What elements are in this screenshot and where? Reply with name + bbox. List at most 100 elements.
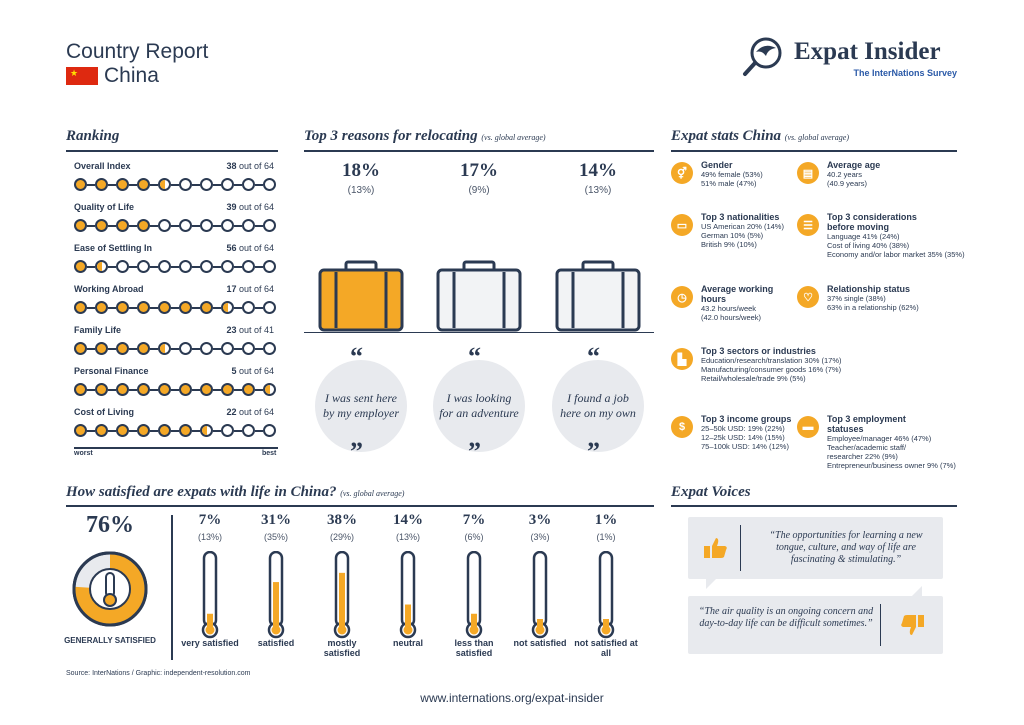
ranking-bead [200,301,213,314]
bead-link [108,265,116,268]
reason-quote-bubble: I was sent here by my employer [315,360,407,452]
stat-title: Average age [827,160,881,170]
stats-rule [671,150,957,152]
cake-icon: ▤ [797,162,819,184]
bead-link [87,388,95,391]
bead-link [150,306,158,309]
stat-title: Average working hours [701,284,774,304]
thermometer-fill [405,604,411,629]
satisfaction-title-text: How satisfied are expats with life in Ch… [66,484,337,500]
thermometer-global-pct: (13%) [395,532,420,542]
bead-link [213,306,221,309]
ranking-bead [263,219,276,232]
stat-line: Entrepreneur/business owner 9% (7%) [827,461,956,470]
bead-link [150,347,158,350]
bead-link [171,347,179,350]
ranking-bead [95,219,108,232]
ranking-bead [116,383,129,396]
ranking-value: 17 out of 64 [226,284,274,294]
reason-quote-bubble: I was looking for an adventure [433,360,525,452]
thermometer-column: 1% (1%) not satisfied at all [574,512,638,662]
ranking-bead [116,178,129,191]
stat-line: 75–100k USD: 14% (12%) [701,442,789,451]
thermometer-pct: 38% [327,512,357,528]
thermometer-icon [267,550,285,639]
overall-satisfied-pct: 76% [86,512,134,538]
bead-link [192,306,200,309]
ranking-bead [95,424,108,437]
reason-global-pct: (13%) [347,185,375,196]
ranking-bead [116,219,129,232]
positive-voice-box: “The opportunities for learning a new to… [688,517,943,579]
ranking-bead [116,342,129,355]
footer-url-link[interactable]: www.internations.org/expat-insider [420,691,604,705]
bead-link [255,224,263,227]
thermometer-icon [333,550,351,639]
ranking-position: 22 [226,407,237,417]
thermometer-fill [603,619,609,629]
bead-link [129,347,137,350]
stat-line: Economy and/or labor market 35% (35%) [827,250,965,259]
ranking-bead [74,424,87,437]
ranking-bead [74,301,87,314]
stat-line: Retail/wholesale/trade 9% (5%) [701,374,806,383]
bead-link [108,306,116,309]
ranking-bead [200,178,213,191]
bead-link [234,306,242,309]
stat-line: US American 20% (14%) [701,222,784,231]
ranking-label: Personal Finance [74,366,149,376]
reasons-title: Top 3 reasons for relocating (vs. global… [304,128,546,145]
positive-voice-divider [740,525,741,571]
ranking-row: Quality of Life 39 out of 64 [74,202,278,243]
thermometer-icon [465,550,483,639]
ranking-bead [95,178,108,191]
ranking-bead [179,383,192,396]
thermometer-pct: 3% [528,512,552,528]
thermometer-pct: 1% [594,512,618,528]
ranking-bead-bar [74,424,276,437]
reason-pct: 18% [342,160,380,181]
bead-partial-fill [160,180,165,189]
ranking-bead [221,260,234,273]
ranking-position: 5 [231,366,237,376]
thermometer-label: neutral [392,638,423,648]
thermometer-global-pct: (35%) [263,532,288,542]
thermometer-fill [273,582,279,629]
suitcase-icon [555,260,641,332]
ranking-label: Quality of Life [74,202,135,212]
bead-link [129,224,137,227]
bead-link [87,183,95,186]
bead-link [234,347,242,350]
thermometer-global-pct: (3%) [530,532,550,542]
bead-link [108,388,116,391]
stat-title: Top 3 employment statuses [827,414,906,434]
ranking-bead [242,383,255,396]
bead-link [129,429,137,432]
bead-link [129,306,137,309]
thermometer-global-pct: (13%) [197,532,222,542]
stat-line: Teacher/academic staff/ [827,443,907,452]
thermometer-icon [597,550,615,639]
ranking-bead [74,219,87,232]
ranking-bead [221,178,234,191]
bead-link [108,347,116,350]
bead-link [213,183,221,186]
source-note: Source: InterNations / Graphic: independ… [66,670,251,677]
bead-link [171,388,179,391]
passport-icon: ▭ [671,214,693,236]
ranking-bead [242,178,255,191]
thermometer-icon [531,550,549,639]
reason-text: I found a job here on my own [560,391,636,420]
ranking-total: out of 64 [238,243,274,253]
negative-voice-quote: “The air quality is an ongoing concern a… [698,606,874,629]
thermometer-fill [537,619,543,629]
bead-link [192,183,200,186]
thermometer-label: not satisfied [513,638,567,648]
negative-voice-divider [880,604,881,646]
bead-link [213,347,221,350]
ranking-value: 56 out of 64 [226,243,274,253]
bead-link [234,429,242,432]
reason-global-pct: (9%) [468,185,490,196]
ranking-bead [263,383,276,396]
stats-title-text: Expat stats China [671,128,782,144]
